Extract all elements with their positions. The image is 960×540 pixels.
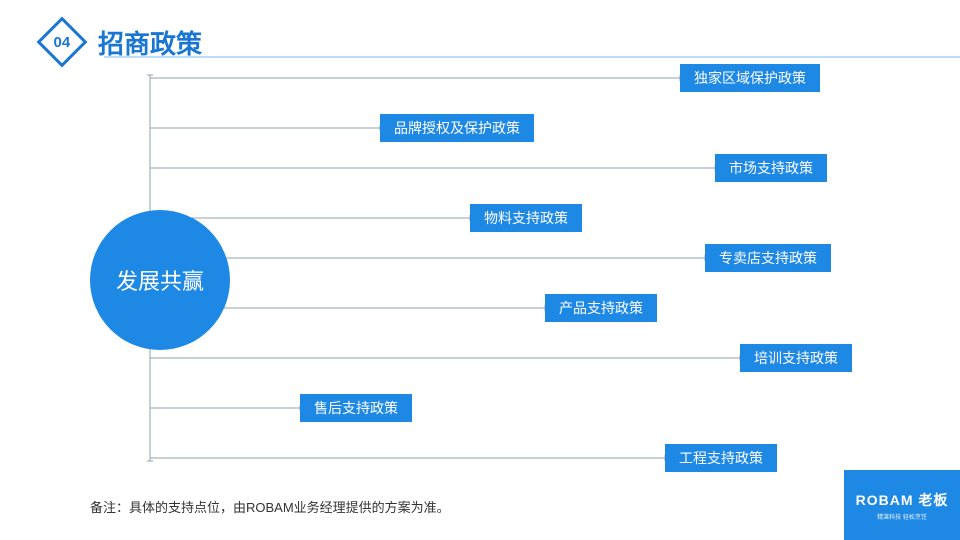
policy-box-b3: 市场支持政策 [715,154,827,182]
logo-main-text: ROBAM 老板 [856,490,949,510]
section-number: 04 [54,34,71,51]
policy-box-b8: 售后支持政策 [300,394,412,422]
title-underline [104,56,960,58]
policy-box-b5: 专卖店支持政策 [705,244,831,272]
policy-box-b7: 培训支持政策 [740,344,852,372]
footnote-text: 备注：具体的支持点位，由ROBAM业务经理提供的方案为准。 [90,497,450,516]
policy-box-b6: 产品支持政策 [545,294,657,322]
policy-box-b1: 独家区域保护政策 [680,64,820,92]
policy-box-b4: 物料支持政策 [470,204,582,232]
logo-sub-text: 精湛科技 轻松烹饪 [877,512,927,521]
center-label: 发展共赢 [116,264,204,296]
policy-box-b2: 品牌授权及保护政策 [380,114,534,142]
policy-box-b9: 工程支持政策 [665,444,777,472]
slide-title: 招商政策 [98,24,202,61]
center-circle: 发展共赢 [90,210,230,350]
section-number-diamond: 04 [40,20,84,64]
brand-logo: ROBAM 老板 精湛科技 轻松烹饪 [844,470,960,540]
